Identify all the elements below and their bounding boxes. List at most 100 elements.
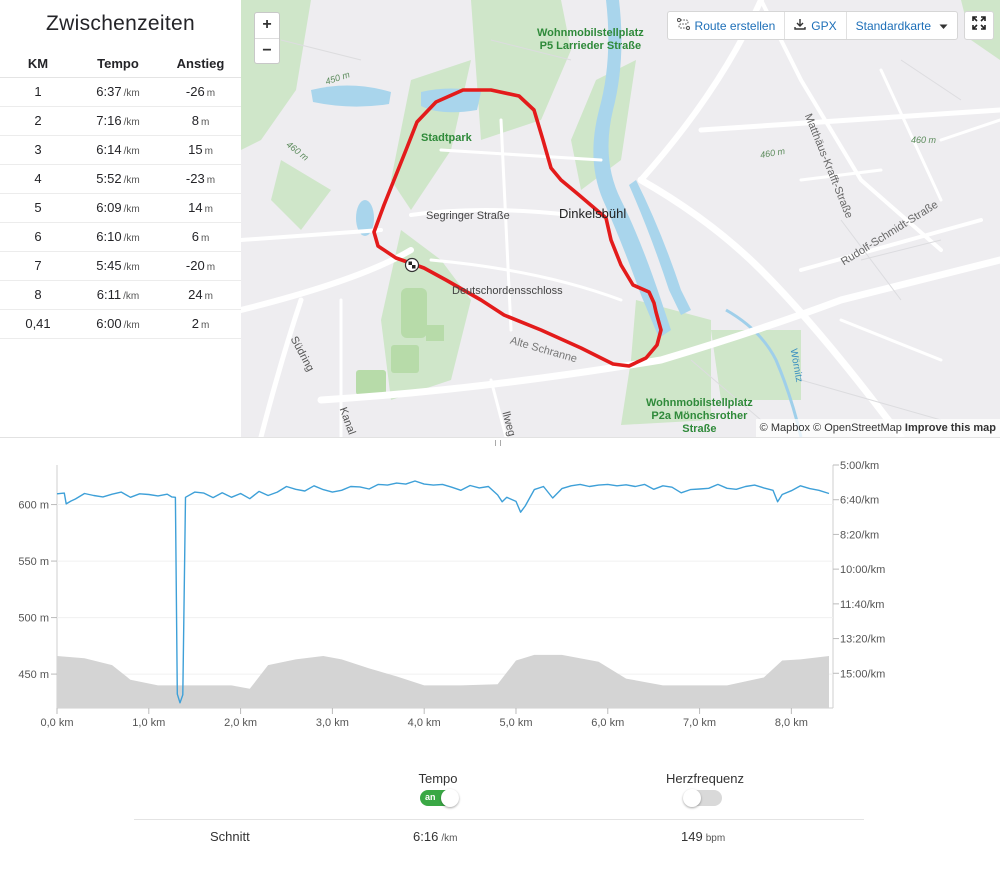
average-label: Schnitt bbox=[210, 829, 250, 844]
y-left-tick-label: 500 m bbox=[18, 613, 49, 625]
pace-line-layer bbox=[56, 480, 830, 704]
y-left-tick-label: 450 m bbox=[18, 669, 49, 681]
y-right-tick-label: 15:00/km bbox=[840, 668, 885, 680]
split-elevation-value: -20 bbox=[185, 258, 205, 273]
zoom-out-button[interactable]: − bbox=[255, 38, 279, 63]
split-row: 1 6:37/km -26 m bbox=[0, 77, 241, 107]
fullscreen-icon bbox=[972, 16, 986, 35]
split-pace-value: 6:00 bbox=[96, 316, 122, 331]
average-pace: 6:16/km bbox=[413, 829, 457, 844]
splits-panel: Zwischenzeiten KM Tempo Anstieg 1 6:37/km… bbox=[0, 0, 241, 437]
map-label-segringer-strasse: Segringer Straße bbox=[426, 210, 510, 222]
split-row: 0,41 6:00/km 2 m bbox=[0, 309, 241, 339]
split-pace-value: 6:09 bbox=[96, 200, 122, 215]
heart-rate-toggle-label: Herzfrequenz bbox=[665, 771, 745, 786]
split-elevation-value: 2 bbox=[191, 316, 199, 331]
x-tick-label: 8,0 km bbox=[775, 717, 808, 729]
y-left-tick-label: 600 m bbox=[18, 500, 49, 512]
split-row: 7 5:45/km -20 m bbox=[0, 251, 241, 281]
map-label-parking-north: Wohnmobilstellplatz P5 Larrieder Straße bbox=[537, 27, 644, 52]
split-elevation-unit: m bbox=[204, 204, 213, 215]
split-elevation-unit: m bbox=[206, 88, 216, 99]
split-pace: 7:16/km bbox=[76, 106, 160, 136]
map-label-town: Dinkelsbühl bbox=[559, 206, 627, 221]
split-pace-unit: /km bbox=[123, 175, 140, 186]
split-pace: 6:37/km bbox=[76, 77, 160, 107]
split-km: 1 bbox=[0, 77, 76, 107]
drag-handle-icon[interactable] bbox=[495, 440, 501, 446]
split-pace: 6:10/km bbox=[76, 222, 160, 252]
toggle-knob bbox=[683, 789, 701, 807]
split-row: 6 6:10/km 6 m bbox=[0, 222, 241, 252]
map-label-stadtpark: Stadtpark bbox=[421, 132, 472, 144]
map-style-label: Standardkarte bbox=[855, 18, 931, 33]
split-pace-value: 5:52 bbox=[96, 171, 122, 186]
resize-divider[interactable] bbox=[0, 437, 1000, 447]
split-elevation: 24 m bbox=[160, 280, 241, 310]
average-heart-rate: 149 bpm bbox=[681, 829, 725, 844]
average-divider bbox=[134, 819, 864, 820]
split-km: 2 bbox=[0, 106, 76, 136]
split-pace: 6:00/km bbox=[76, 309, 160, 339]
map-background bbox=[241, 0, 1000, 437]
tempo-toggle[interactable]: an bbox=[420, 789, 459, 807]
gpx-download-button[interactable]: GPX bbox=[785, 12, 847, 39]
split-pace-unit: /km bbox=[123, 262, 140, 273]
mapbox-link[interactable]: © Mapbox bbox=[759, 422, 810, 434]
split-pace-value: 6:11 bbox=[96, 287, 122, 302]
create-route-button[interactable]: Route erstellen bbox=[668, 12, 786, 39]
y-left-tick-label: 550 m bbox=[18, 556, 49, 568]
split-pace-unit: /km bbox=[123, 320, 140, 331]
tempo-toggle-label: Tempo bbox=[418, 771, 458, 786]
split-row: 4 5:52/km -23 m bbox=[0, 164, 241, 194]
map-zoom-controls: + − bbox=[254, 12, 280, 64]
elevation-pace-chart[interactable]: 0,0 km 1,0 km 2,0 km 3,0 km 4,0 km 5,0 km 6,0 … bbox=[0, 447, 1000, 737]
heart-rate-toggle[interactable] bbox=[683, 789, 722, 807]
split-elevation-value: 8 bbox=[191, 113, 199, 128]
osm-link[interactable]: © OpenStreetMap bbox=[813, 422, 902, 434]
x-tick-label: 4,0 km bbox=[408, 717, 441, 729]
splits-header-row: KM Tempo Anstieg bbox=[0, 50, 241, 78]
route-icon bbox=[676, 17, 690, 33]
y-right-tick-label: 13:20/km bbox=[840, 634, 885, 646]
zoom-in-button[interactable]: + bbox=[262, 16, 272, 33]
split-elevation-unit: m bbox=[204, 291, 213, 302]
split-elevation-value: 14 bbox=[188, 200, 203, 215]
split-elevation-unit: m bbox=[206, 175, 216, 186]
improve-map-link[interactable]: Improve this map bbox=[904, 422, 996, 434]
split-pace: 5:45/km bbox=[76, 251, 160, 281]
split-elevation-unit: m bbox=[206, 262, 216, 273]
split-pace-unit: /km bbox=[123, 204, 140, 215]
toggle-knob bbox=[441, 789, 459, 807]
split-pace-value: 6:14 bbox=[96, 142, 122, 157]
route-map[interactable]: Wohnmobilstellplatz P5 Larrieder Straße … bbox=[241, 0, 1000, 437]
chart-grid bbox=[56, 465, 834, 709]
split-pace: 5:52/km bbox=[76, 164, 160, 194]
split-km: 7 bbox=[0, 251, 76, 281]
split-pace-value: 7:16 bbox=[96, 113, 122, 128]
elevation-area-layer bbox=[57, 654, 829, 708]
average-hr-value: 149 bbox=[681, 829, 703, 844]
map-label-parking-south: Wohnmobilstellplatz P2a Mönchsrother Str… bbox=[646, 397, 753, 435]
split-elevation: -20 m bbox=[160, 251, 241, 281]
chart-axes: 0,0 km 1,0 km 2,0 km 3,0 km 4,0 km 5,0 km 6,0 … bbox=[18, 460, 885, 729]
split-pace-unit: /km bbox=[123, 117, 140, 128]
map-style-dropdown[interactable]: Standardkarte bbox=[847, 12, 957, 39]
x-tick-label: 3,0 km bbox=[316, 717, 349, 729]
column-header-elevation: Anstieg bbox=[160, 50, 241, 78]
splits-table: KM Tempo Anstieg 1 6:37/km -26 m 2 7:16/km 8 m 3… bbox=[0, 50, 241, 339]
fullscreen-button[interactable] bbox=[964, 11, 994, 40]
split-pace-value: 6:10 bbox=[96, 229, 122, 244]
gpx-label: GPX bbox=[811, 18, 837, 33]
average-pace-value: 6:16 bbox=[413, 829, 439, 844]
create-route-label: Route erstellen bbox=[694, 18, 776, 33]
split-pace-unit: /km bbox=[123, 88, 140, 99]
x-tick-label: 2,0 km bbox=[224, 717, 257, 729]
map-label-schloss: Deutschordensschloss bbox=[452, 285, 563, 297]
chevron-down-icon bbox=[939, 19, 948, 33]
split-km: 4 bbox=[0, 164, 76, 194]
split-row: 8 6:11/km 24 m bbox=[0, 280, 241, 310]
split-elevation-value: 24 bbox=[188, 287, 203, 302]
